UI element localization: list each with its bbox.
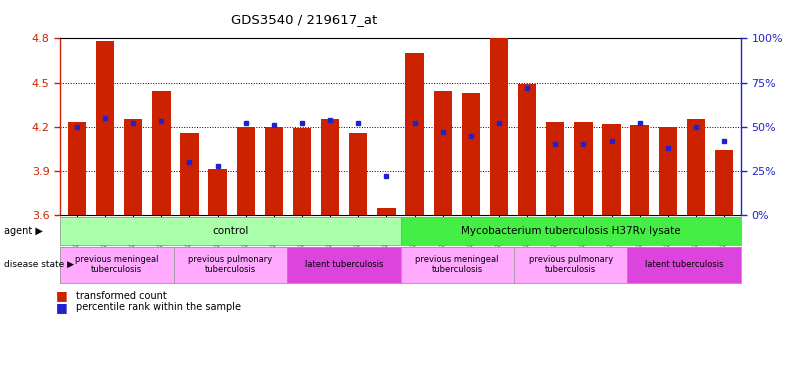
Bar: [630, 125, 649, 215]
Bar: [236, 127, 255, 215]
Bar: [405, 53, 424, 215]
Text: GDS3540 / 219617_at: GDS3540 / 219617_at: [231, 13, 377, 26]
Bar: [124, 119, 143, 215]
Bar: [433, 91, 452, 215]
Text: control: control: [212, 226, 248, 236]
Bar: [715, 150, 733, 215]
Text: previous pulmonary
tuberculosis: previous pulmonary tuberculosis: [188, 255, 272, 275]
Bar: [377, 208, 396, 215]
Text: transformed count: transformed count: [76, 291, 167, 301]
Bar: [686, 119, 705, 215]
Text: Mycobacterium tuberculosis H37Rv lysate: Mycobacterium tuberculosis H37Rv lysate: [461, 226, 681, 236]
Text: percentile rank within the sample: percentile rank within the sample: [76, 302, 241, 312]
Text: latent tuberculosis: latent tuberculosis: [304, 260, 383, 269]
Bar: [518, 84, 536, 215]
Text: previous pulmonary
tuberculosis: previous pulmonary tuberculosis: [529, 255, 613, 275]
Bar: [490, 38, 508, 215]
Bar: [658, 127, 677, 215]
Bar: [574, 122, 593, 215]
Bar: [546, 122, 565, 215]
Bar: [293, 128, 311, 215]
Bar: [152, 91, 171, 215]
Bar: [349, 132, 368, 215]
Bar: [208, 169, 227, 215]
Bar: [68, 122, 86, 215]
Bar: [461, 93, 480, 215]
Text: disease state ▶: disease state ▶: [4, 260, 74, 269]
Text: agent ▶: agent ▶: [4, 226, 43, 236]
Bar: [265, 127, 283, 215]
Bar: [321, 119, 340, 215]
Text: previous meningeal
tuberculosis: previous meningeal tuberculosis: [416, 255, 499, 275]
Text: latent tuberculosis: latent tuberculosis: [645, 260, 723, 269]
Bar: [96, 41, 115, 215]
Text: previous meningeal
tuberculosis: previous meningeal tuberculosis: [75, 255, 159, 275]
Bar: [180, 132, 199, 215]
Text: ■: ■: [56, 289, 68, 302]
Text: ■: ■: [56, 301, 68, 314]
Bar: [602, 124, 621, 215]
